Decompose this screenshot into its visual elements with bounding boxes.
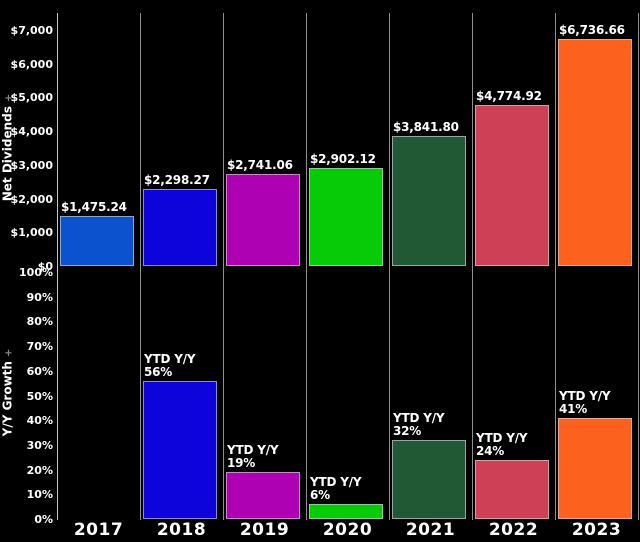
dividend-value-label: $2,741.06 xyxy=(227,157,293,172)
dividend-bar-2018[interactable] xyxy=(143,188,217,266)
growth-value-label: YTD Y/Y 56% xyxy=(144,351,196,379)
net-dividends-axis-title-text: Net Dividends xyxy=(0,106,15,202)
column-separator-line xyxy=(306,13,307,520)
growth-value-label: YTD Y/Y 6% xyxy=(310,475,362,503)
growth-bar-2019[interactable] xyxy=(226,472,300,519)
yy-growth-axis-tick: 100% xyxy=(19,266,53,279)
growth-value-label: YTD Y/Y 32% xyxy=(393,410,445,438)
yy-growth-axis-tick: 60% xyxy=(26,364,53,378)
dividend-bar-2019[interactable] xyxy=(226,173,300,266)
dividend-value-label: $3,841.80 xyxy=(393,120,459,135)
year-label-2020: 2020 xyxy=(322,520,373,540)
growth-value-label: YTD Y/Y 41% xyxy=(559,388,611,416)
growth-bar-2023[interactable] xyxy=(558,417,632,519)
yy-growth-axis-tick: 30% xyxy=(26,438,53,452)
net-dividends-axis-tick: $6,000 xyxy=(10,57,53,71)
yy-growth-axis-tick: 50% xyxy=(26,389,53,403)
dividend-value-label: $1,475.24 xyxy=(61,200,127,215)
yy-growth-axis-tick: 80% xyxy=(26,315,53,329)
yy-growth-axis-tick: 70% xyxy=(26,340,53,354)
net-dividends-axis-tick: $2,000 xyxy=(10,192,53,206)
growth-value-label: YTD Y/Y 19% xyxy=(227,443,279,471)
yy-growth-axis-tick: 40% xyxy=(26,414,53,428)
year-label-2022: 2022 xyxy=(488,520,539,540)
y-axis-line xyxy=(57,13,58,520)
column-separator-line xyxy=(223,13,224,520)
year-label-2017: 2017 xyxy=(73,520,124,540)
dividend-bar-2021[interactable] xyxy=(392,136,466,266)
column-separator-line xyxy=(389,13,390,520)
column-separator-line xyxy=(140,13,141,520)
net-dividends-axis-tick: $5,000 xyxy=(10,91,53,105)
dividend-value-label: $4,774.92 xyxy=(476,89,542,104)
dividend-value-label: $6,736.66 xyxy=(559,22,625,37)
yy-growth-axis-tick: 0% xyxy=(34,513,53,526)
yy-growth-axis-tick: 90% xyxy=(26,290,53,304)
dividend-bar-2022[interactable] xyxy=(475,105,549,266)
column-separator-line xyxy=(555,13,556,520)
growth-bar-2021[interactable] xyxy=(392,439,466,519)
dividend-value-label: $2,902.12 xyxy=(310,152,376,167)
net-dividends-axis-tick: $7,000 xyxy=(10,24,53,37)
dividend-bar-2023[interactable] xyxy=(558,38,632,266)
year-label-2021: 2021 xyxy=(405,520,456,540)
yy-growth-axis-tick: 20% xyxy=(26,463,53,477)
year-label-2023: 2023 xyxy=(571,520,622,540)
year-label-2019: 2019 xyxy=(239,520,290,540)
growth-bar-2020[interactable] xyxy=(309,504,383,519)
dividend-bar-2020[interactable] xyxy=(309,168,383,266)
net-dividends-axis-tick: $4,000 xyxy=(10,125,53,139)
column-separator-line xyxy=(638,13,639,520)
net-dividends-axis-tick: $1,000 xyxy=(10,226,53,240)
growth-bar-2018[interactable] xyxy=(143,380,217,519)
net-dividends-axis-tick: $0 xyxy=(37,260,53,273)
dividend-bar-2017[interactable] xyxy=(60,216,134,266)
growth-value-label: YTD Y/Y 24% xyxy=(476,430,528,458)
year-label-2018: 2018 xyxy=(156,520,207,540)
growth-bar-2022[interactable] xyxy=(475,459,549,519)
net-dividends-axis-tick: $3,000 xyxy=(10,158,53,172)
column-separator-line xyxy=(472,13,473,520)
yy-growth-axis-tick: 10% xyxy=(26,488,53,502)
dividend-value-label: $2,298.27 xyxy=(144,172,210,187)
